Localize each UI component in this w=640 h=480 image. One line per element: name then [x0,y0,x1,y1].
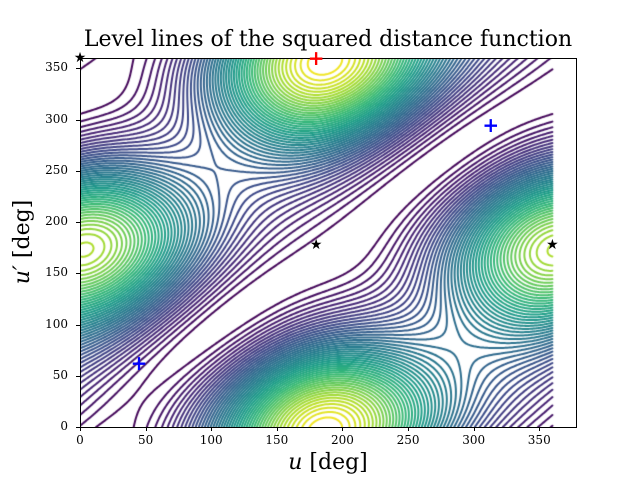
y-tick-label: 100 [45,316,68,331]
y-tick-mark [76,222,80,223]
x-tick-mark [145,427,147,431]
y-tick-mark [76,427,80,428]
x-tick-label: 50 [137,433,154,447]
y-tick-mark [76,273,80,275]
y-tick-label: 0 [60,419,68,433]
y-tick-label: 200 [45,214,68,228]
x-tick-mark [276,427,278,431]
x-tick-label: 350 [527,433,551,447]
chart-title: Level lines of the squared distance func… [83,27,573,52]
x-tick-mark [473,427,475,431]
y-tick-label: 150 [45,265,68,280]
x-tick-label: 100 [199,433,223,447]
saddle-marker: ★ [73,50,87,66]
y-tick-label: 300 [45,111,68,126]
y-tick-label: 50 [52,367,68,382]
x-tick-mark [342,427,344,431]
y-tick-mark [76,324,80,326]
saddle-marker: ★ [546,236,559,253]
y-tick-label: 350 [45,60,68,75]
y-axis-label: u′ [deg] [10,199,35,285]
contour-plot-area [80,58,576,427]
x-tick-label: 0 [76,433,84,447]
saddle-marker: ★ [309,236,323,253]
x-tick-mark [408,427,410,431]
x-tick-label: 150 [265,433,289,447]
minimum-marker: + [130,351,148,376]
x-axis-label: u [deg] [288,450,368,475]
x-tick-mark [211,427,213,431]
x-tick-mark [80,427,81,431]
y-tick-mark [76,119,80,121]
y-tick-mark [76,68,80,70]
x-tick-label: 300 [462,433,486,447]
x-tick-mark [539,427,541,431]
x-tick-label: 200 [330,433,354,447]
maximum-marker: + [307,46,325,70]
y-tick-label: 250 [45,162,68,177]
x-tick-label: 250 [396,433,420,447]
y-tick-mark [76,375,80,377]
minimum-marker: + [482,112,500,137]
y-tick-mark [76,170,80,172]
